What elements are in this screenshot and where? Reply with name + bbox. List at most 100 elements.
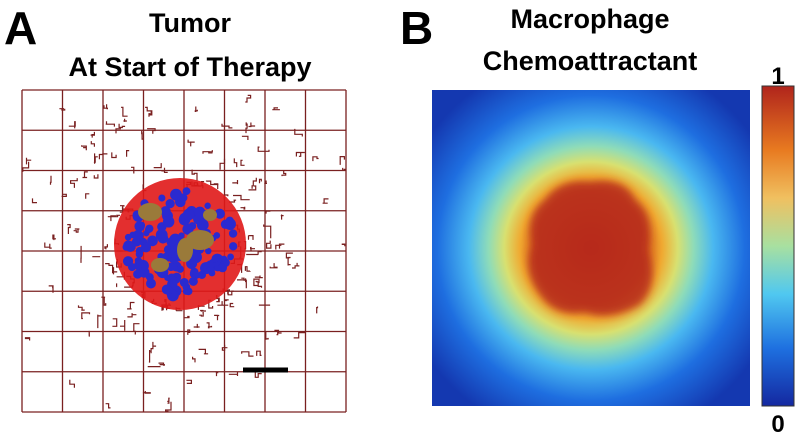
vessel-sprout [296,153,305,157]
vessel-sprout [53,235,56,240]
vessel-sprout [186,380,191,383]
vessel-sprout [241,160,245,165]
vessel-sprout [216,372,219,376]
vessel-sprout [214,315,219,320]
vessel-sprout [91,132,95,138]
vessel-sprout [121,107,128,116]
vessel-sprout [123,119,127,122]
vessel-sprout [79,305,85,310]
hypoxic-cell [185,287,193,295]
vessel-sprout [127,303,134,309]
vessel-sprout [342,244,345,247]
hypoxic-cell [225,218,234,227]
panel-title: Macrophage [510,4,669,34]
necrotic-core [177,238,193,262]
colorbar-label: 1 [771,63,784,90]
panel-letter: A [4,2,37,54]
vessel-sprout [276,245,282,249]
vessel-sprout [292,263,299,268]
vessel-sprout [294,333,305,338]
colorbar-label: 0 [771,411,784,436]
vessel-sprout [282,170,286,176]
panel-title: Tumor [149,8,231,38]
hypoxic-cell [158,195,165,202]
vessel-sprout [222,345,227,350]
panel-letter: B [400,2,433,54]
hypoxic-cell [204,203,210,209]
vessel-sprout [288,258,291,266]
vessel-sprout [82,313,90,319]
hypoxic-cell [229,229,237,237]
vessel-sprout [83,172,88,178]
vessel-sprout [193,357,195,363]
vessel-sprout [257,351,262,356]
vessel-sprout [98,315,102,329]
vessel-sprout [317,307,318,314]
hypoxic-cell [170,189,182,201]
vessel-sprout [120,320,125,331]
vessel-sprout [149,350,151,362]
vessel-sprout [209,150,212,152]
vessel-sprout [246,252,262,255]
vessel-sprout [199,349,209,353]
vessel-sprout [225,300,229,301]
vessel-sprout [248,236,253,240]
vessel-sprout [230,304,234,307]
vessel-sprout [151,342,156,353]
vessel-sprout [147,129,155,134]
vessel-sprout [26,338,31,341]
vessel-sprout [194,324,200,328]
heat-core [528,181,652,316]
necrotic-core [151,258,169,272]
vessel-sprout [267,241,271,249]
hypoxic-cell [218,263,227,272]
vessel-sprout [134,324,140,335]
hypoxic-cell [156,229,168,241]
vessel-sprout [184,317,189,318]
hypoxic-cell [217,210,225,218]
vessel-sprout [188,330,190,335]
vessel-sprout [266,332,268,340]
hypoxic-cell [183,209,195,221]
vessel-sprout [234,158,236,167]
vessel-sprout [69,122,75,129]
vessel-sprout [94,174,98,178]
vessel-sprout [260,179,262,183]
hypoxic-cell [123,244,130,251]
vessel-sprout [222,124,232,128]
hypoxic-cell [129,232,136,239]
colorbar [762,86,794,406]
vessel-sprout [127,313,136,317]
vessel-sprout [242,352,254,356]
vessel-sprout [167,398,169,403]
vessel-sprout [241,207,245,209]
vessel-sprout [195,107,197,112]
vessel-sprout [112,319,116,327]
hypoxic-cell [123,256,133,266]
vessel-sprout [340,157,345,165]
vessel-sprout [159,363,165,365]
vessel-sprout [246,122,247,133]
hypoxic-cell [140,239,146,245]
vessel-sprout [82,146,87,151]
vessel-sprout [86,194,90,199]
vessel-sprout [114,267,118,274]
vessel-sprout [233,196,250,200]
vessel-sprout [255,276,263,278]
hypoxic-cell [138,222,145,229]
vessel-sprout [74,229,80,232]
vessel-sprout [207,181,219,184]
hypoxic-cell [197,219,209,231]
vessel-sprout [112,152,116,157]
panel-title: Chemoattractant [483,46,698,76]
vessel-sprout [258,147,269,151]
vessel-sprout [51,176,52,185]
vessel-sprout [249,123,256,127]
vessel-sprout [232,180,237,184]
hypoxic-cell [221,256,227,262]
vessel-sprout [45,243,52,249]
vessel-sprout [111,215,116,221]
vessel-sprout [266,211,270,213]
